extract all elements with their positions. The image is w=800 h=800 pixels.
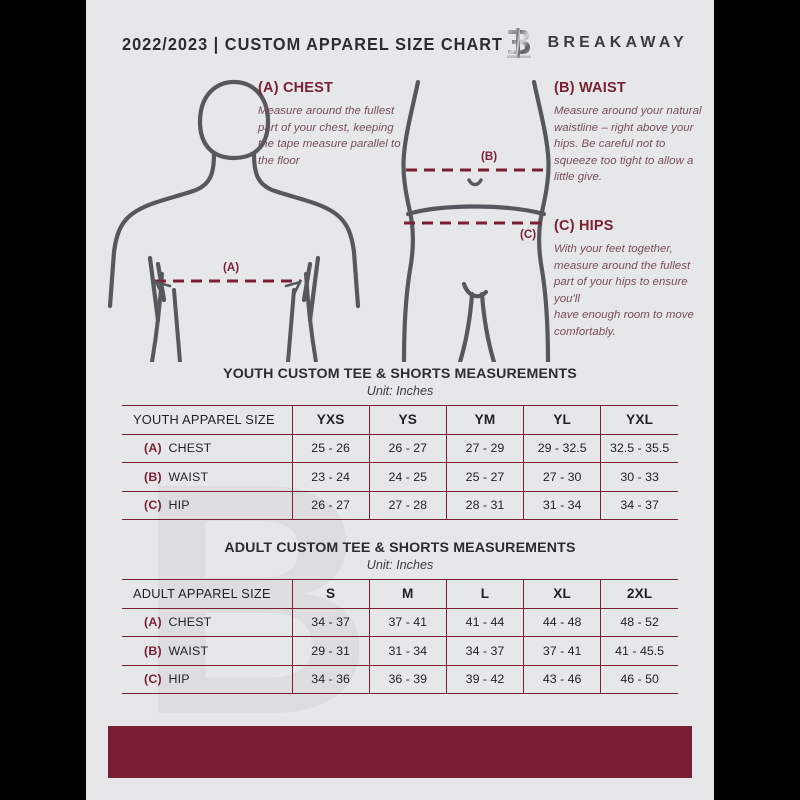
callout-chest-body: Measure around the fullest part of your … — [258, 105, 401, 167]
measurement-cell: 24 - 25 — [368, 462, 447, 492]
measurement-row-label: (A) CHEST — [122, 607, 293, 637]
table-row: (C) HIP 34 - 36 36 - 39 39 - 42 43 - 46 46 - … — [122, 664, 678, 694]
measurement-cell: 23 - 24 — [291, 462, 370, 492]
measurement-cell: 25 - 26 — [291, 433, 370, 463]
measurement-tag: (C) — [144, 498, 162, 513]
callout-waist-title: (B) WAIST — [554, 80, 626, 96]
measurement-cell: 29 - 32.5 — [523, 433, 602, 463]
adult-table-body: (A) CHEST 34 - 37 37 - 41 41 - 44 44 - 48 48 … — [122, 607, 678, 694]
size-column-header-l: L — [445, 579, 525, 609]
measurement-cell: 39 - 42 — [445, 664, 525, 694]
measurement-tag: (A) — [144, 615, 162, 630]
measurement-cell: 32.5 - 35.5 — [600, 433, 678, 463]
measurement-cell: 41 - 45.5 — [600, 636, 678, 666]
measurement-tag: (B) — [144, 469, 162, 484]
measurement-cell: 31 - 34 — [523, 490, 602, 520]
measurement-tag: (A) — [144, 441, 162, 456]
body-figures-svg — [107, 79, 551, 362]
callout-waist-body: Measure around your natural waistline – … — [554, 105, 702, 184]
measurement-cell: 34 - 37 — [445, 636, 525, 666]
size-column-header: YOUTH APPAREL SIZE — [122, 405, 293, 435]
measurement-cell: 29 - 31 — [291, 636, 370, 666]
table-row: (A) CHEST 34 - 37 37 - 41 41 - 44 44 - 48 48 … — [122, 607, 678, 637]
table-header-row: YOUTH APPAREL SIZE YXS YS YM YL YXL — [122, 405, 678, 435]
brand-name: BREAKAWAY — [547, 34, 688, 51]
size-column-header-yl: YL — [523, 405, 602, 435]
measurement-cell: 46 - 50 — [600, 664, 678, 694]
page-title: 2022/2023 | CUSTOM APPAREL SIZE CHART — [122, 33, 503, 54]
measurement-row-label: (B) WAIST — [122, 636, 293, 666]
measurement-cell: 27 - 30 — [523, 462, 602, 492]
callout-hips-title: (C) HIPS — [554, 218, 614, 234]
measurement-row-label: (B) WAIST — [122, 462, 293, 492]
table-row: (B) WAIST 29 - 31 31 - 34 34 - 37 37 - 41 41 … — [122, 636, 678, 666]
measurement-row-label: (C) HIP — [122, 490, 293, 520]
measurement-cell: 37 - 41 — [523, 636, 602, 666]
measurement-cell: 43 - 46 — [523, 664, 602, 694]
callout-hips-body: With your feet together, measure around … — [554, 243, 694, 338]
size-column-header-yxs: YXS — [291, 405, 370, 435]
hip-line-label: (C) — [520, 228, 537, 241]
waist-line-label: (B) — [481, 150, 498, 163]
measurement-row-label: (A) CHEST — [122, 433, 293, 463]
table-row: (B) WAIST 23 - 24 24 - 25 25 - 27 27 - 30 30 … — [122, 462, 678, 492]
size-column-header-yxl: YXL — [600, 405, 678, 435]
measurement-cell: 34 - 37 — [291, 607, 370, 637]
brand-block: BREAKAWAY — [505, 26, 688, 60]
measurement-cell: 48 - 52 — [600, 607, 678, 637]
measurement-cell: 41 - 44 — [445, 607, 525, 637]
measurement-cell: 31 - 34 — [368, 636, 447, 666]
size-column-header-ym: YM — [445, 405, 525, 435]
measurement-row-label: (C) HIP — [122, 664, 293, 694]
chest-line-label: (A) — [223, 261, 240, 274]
youth-table-title: YOUTH CUSTOM TEE & SHORTS MEASUREMENTS — [223, 366, 577, 382]
measurement-cell: 30 - 33 — [600, 462, 678, 492]
page-header: 2022/2023 | CUSTOM APPAREL SIZE CHART BR… — [86, 26, 714, 62]
measurement-cell: 26 - 27 — [291, 490, 370, 520]
measurement-illustrations: (A) (B) (C) (A) CHEST Measure around the… — [86, 62, 714, 362]
measurement-cell: 27 - 28 — [368, 490, 447, 520]
youth-table-unit: Unit: Inches — [366, 384, 434, 398]
footer-accent-bar — [108, 726, 692, 778]
table-row: (A) CHEST 25 - 26 26 - 27 27 - 29 29 - 32.5 3… — [122, 433, 678, 463]
adult-table-title: ADULT CUSTOM TEE & SHORTS MEASUREMENTS — [224, 540, 576, 556]
measurement-cell: 27 - 29 — [445, 433, 525, 463]
size-column-header-m: M — [368, 579, 447, 609]
torso-lower — [150, 272, 318, 362]
adult-size-table: ADULT APPAREL SIZE S M L XL 2XL (A) CHEST 34 -… — [122, 579, 678, 694]
youth-measurements-section: YOUTH CUSTOM TEE & SHORTS MEASUREMENTS U… — [86, 366, 714, 520]
size-column-header-xl: XL — [523, 579, 602, 609]
measurement-cell: 37 - 41 — [368, 607, 447, 637]
hips-figure — [401, 79, 551, 362]
callout-chest: (A) CHEST Measure around the fullest par… — [258, 80, 408, 169]
callout-hips: (C) HIPS With your feet together, measur… — [554, 218, 706, 340]
measurement-tag: (B) — [144, 643, 162, 658]
measurement-tag: (C) — [144, 672, 162, 687]
table-header-row: ADULT APPAREL SIZE S M L XL 2XL — [122, 579, 678, 609]
callout-chest-title: (A) CHEST — [258, 80, 334, 96]
youth-size-table: YOUTH APPAREL SIZE YXS YS YM YL YXL (A) CHEST… — [122, 405, 678, 520]
measurement-cell: 34 - 36 — [291, 664, 370, 694]
measurement-cell: 34 - 37 — [600, 490, 678, 520]
breakaway-b-logo-icon — [506, 28, 531, 58]
measurement-cell: 28 - 31 — [445, 490, 525, 520]
size-column-header-2xl: 2XL — [600, 579, 678, 609]
size-column-header-ys: YS — [368, 405, 447, 435]
measurement-cell: 26 - 27 — [368, 433, 447, 463]
size-chart-page: B 2022/2023 | CUSTOM APPAREL SIZE CHART — [86, 0, 714, 800]
measurement-cell: 44 - 48 — [523, 607, 602, 637]
adult-measurements-section: ADULT CUSTOM TEE & SHORTS MEASUREMENTS U… — [86, 540, 714, 694]
adult-table-unit: Unit: Inches — [366, 558, 434, 572]
measurement-cell: 25 - 27 — [445, 462, 525, 492]
table-row: (C) HIP 26 - 27 27 - 28 28 - 31 31 - 34 34 - … — [122, 490, 678, 520]
callout-waist: (B) WAIST Measure around your natural wa… — [554, 80, 706, 186]
size-column-header-s: S — [291, 579, 370, 609]
measurement-cell: 36 - 39 — [368, 664, 447, 694]
size-column-header: ADULT APPAREL SIZE — [122, 579, 293, 609]
youth-table-body: (A) CHEST 25 - 26 26 - 27 27 - 29 29 - 32.5 3… — [122, 433, 678, 520]
